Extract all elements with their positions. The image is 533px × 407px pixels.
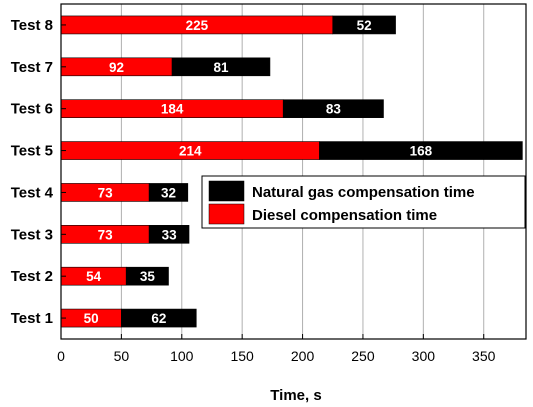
bar-value-diesel-7: 92 (109, 60, 124, 75)
bar-value-natural-gas-2: 35 (140, 269, 156, 284)
legend-swatch-natural-gas (208, 180, 245, 202)
category-label-7: Test 7 (11, 59, 53, 76)
category-label-1: Test 1 (11, 310, 53, 327)
grid-layer (120, 4, 485, 339)
bar-value-natural-gas-3: 33 (162, 227, 178, 242)
bar-value-natural-gas-8: 52 (357, 18, 372, 33)
plot-frame (60, 3, 527, 340)
bar-value-natural-gas-7: 81 (214, 60, 230, 75)
x-tick-label-200: 200 (291, 348, 315, 364)
bar-value-diesel-4: 73 (98, 185, 114, 200)
x-tick-label-150: 150 (230, 348, 254, 364)
legend-swatch-diesel (208, 203, 245, 225)
bar-value-diesel-3: 73 (98, 227, 114, 242)
bar-layer: 50 62 54 35 73 33 73 32 214 168 184 83 92 81 225 52 (60, 15, 523, 328)
category-label-4: Test 4 (11, 184, 54, 201)
bar-value-natural-gas-4: 32 (161, 185, 176, 200)
bar-natural-gas-1 (121, 308, 197, 328)
bar-value-diesel-6: 184 (161, 102, 184, 117)
category-label-6: Test 6 (11, 101, 53, 118)
bar-value-diesel-8: 225 (186, 18, 209, 33)
bar-value-natural-gas-5: 168 (410, 144, 433, 159)
bar-natural-gas-4 (148, 183, 189, 202)
category-label-2: Test 2 (11, 268, 53, 285)
bar-value-natural-gas-1: 62 (151, 311, 166, 326)
bar-natural-gas-3 (148, 225, 190, 244)
x-tick-label-300: 300 (412, 348, 436, 364)
category-label-5: Test 5 (11, 143, 53, 160)
bar-value-natural-gas-6: 83 (326, 102, 342, 117)
bar-natural-gas-6 (282, 99, 384, 118)
bar-natural-gas-8 (332, 15, 396, 35)
x-tick-label-50: 50 (114, 348, 130, 364)
bar-value-diesel-1: 50 (84, 311, 99, 326)
x-tick-label-250: 250 (351, 348, 375, 364)
axis-layer: Test 1 Test 2 Test 3 Test 4 Test 5 Test 6 Test… (11, 3, 527, 364)
bar-natural-gas-7 (171, 57, 271, 77)
bar-natural-gas-5 (319, 141, 523, 160)
x-tick-label-100: 100 (170, 348, 194, 364)
category-label-3: Test 3 (11, 226, 53, 243)
legend-box (201, 175, 526, 229)
bar-natural-gas-2 (125, 266, 169, 286)
x-axis-title: Time, s (270, 387, 321, 404)
x-tick-label-0: 0 (57, 348, 65, 364)
legend-label-diesel: Diesel compensation time (252, 207, 437, 224)
category-label-8: Test 8 (11, 17, 53, 34)
x-tick-label-350: 350 (472, 348, 496, 364)
bar-value-diesel-2: 54 (86, 269, 102, 284)
legend-label-natural-gas: Natural gas compensation time (252, 184, 475, 201)
legend-layer: Natural gas compensation time Diesel com… (201, 175, 526, 229)
bar-value-diesel-5: 214 (179, 144, 202, 159)
